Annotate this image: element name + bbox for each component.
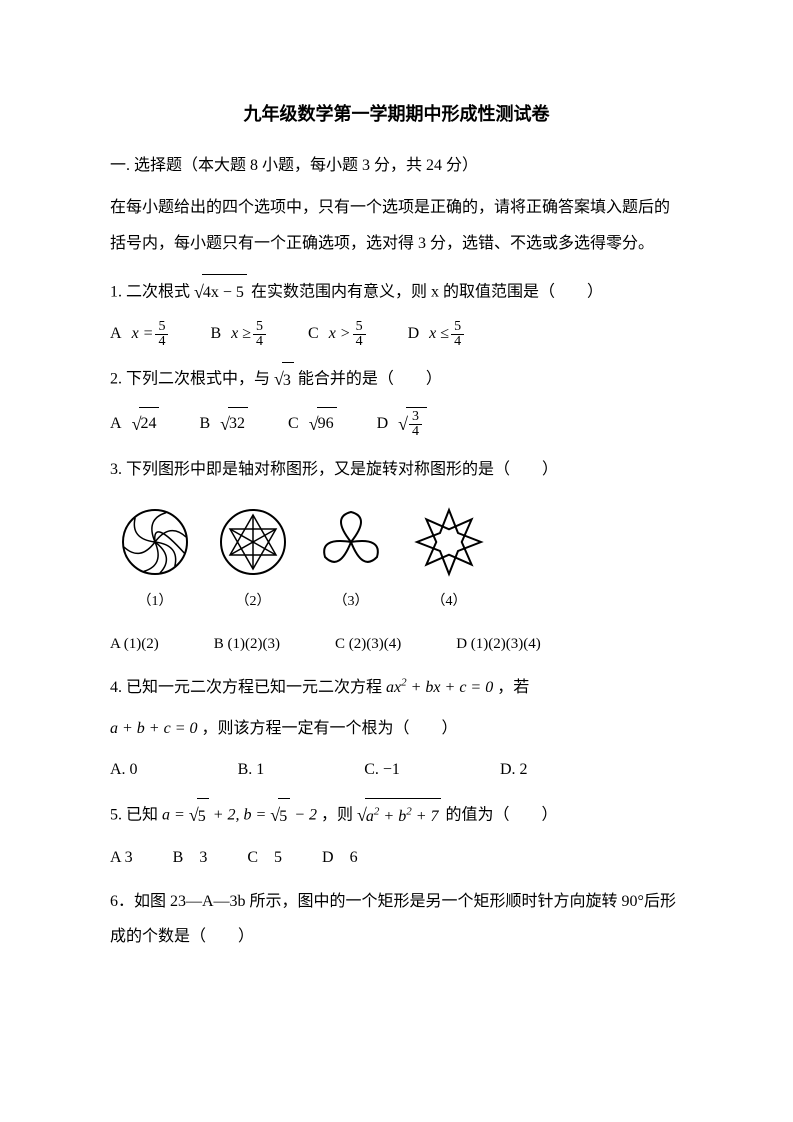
hexstar-icon [218,507,288,577]
question-6: 6．如图 23—A—3b 所示，图中的一个矩形是另一个矩形顺时针方向旋转 90°… [110,884,683,954]
q1-sqrt: √4x − 5 [194,273,247,313]
question-2: 2. 下列二次根式中，与 √3 能合并的是（ ） [110,360,683,400]
q2-opt-a: A √24 [110,406,159,442]
q1-opt-b: B x ≥ 54 [210,318,268,350]
q4-post2: ，则该方程一定有一个根为（ ） [202,720,458,737]
question-1: 1. 二次根式 √4x − 5 在实数范围内有意义，则 x 的取值范围是（ ） [110,273,683,313]
q1-options: A x = 54 B x ≥ 54 C x > 54 D x ≤ 54 [110,318,683,350]
page-title: 九年级数学第一学期期中形成性测试卷 [110,100,683,129]
question-3: 3. 下列图形中即是轴对称图形，又是旋转对称图形的是（ ） [110,452,683,487]
q1-d-expr: x ≤ [429,318,449,350]
figure-3-label: （3） [334,591,369,613]
q5-opt-c: C 5 [247,842,282,874]
q1-opt-d: D x ≤ 54 [408,318,466,350]
q3-opt-c: C (2)(3)(4) [335,632,401,656]
q2-post: 能合并的是（ ） [298,371,442,388]
figure-4-label: （4） [432,591,467,613]
frac-num: 5 [353,320,366,335]
figure-3: （3） [316,507,386,613]
q3-opt-b: B (1)(2)(3) [214,632,280,656]
q1-sqrt-arg: 4x − 5 [202,274,247,310]
q3-figures: （1） （2） （3） [120,507,683,613]
q2-d-label: D [377,408,389,440]
q5-post: 的值为（ ） [445,806,557,823]
figure-1: （1） [120,507,190,613]
figure-2-label: （2） [236,591,271,613]
frac-den: 4 [451,335,464,349]
section-header: 一. 选择题（本大题 8 小题，每小题 3 分，共 24 分） [110,153,683,179]
q4-opt-c: C. −1 [364,754,400,786]
q1-b-expr: x ≥ [231,318,251,350]
q1-a-label: A [110,318,122,350]
q2-opt-c: C √96 [288,406,337,442]
q5-opt-b: B 3 [173,842,208,874]
q2-b-val: 32 [228,407,248,440]
q3-options: A (1)(2) B (1)(2)(3) C (2)(3)(4) D (1)(2… [110,632,683,656]
frac-num: 3 [409,410,422,425]
q2-a-label: A [110,408,122,440]
q1-c-label: C [308,318,319,350]
q5-opt-d: D 6 [322,842,358,874]
q4-eq2: a + b + c = 0 [110,720,198,737]
figure-2: （2） [218,507,288,613]
trefoil-icon [316,507,386,577]
q1-d-label: D [408,318,420,350]
q2-sqrt-arg: 3 [282,362,294,398]
q4-options: A. 0 B. 1 C. −1 D. 2 [110,754,683,786]
q1-a-expr: x = [132,318,154,350]
frac-den: 4 [155,335,168,349]
pinwheel-icon [120,507,190,577]
q1-opt-a: A x = 54 [110,318,170,350]
q5-pre: 5. 已知 [110,806,158,823]
q2-c-label: C [288,408,299,440]
frac-den: 4 [353,335,366,349]
q4-opt-d: D. 2 [500,754,528,786]
q1-opt-c: C x > 54 [308,318,368,350]
q4-pre: 4. 已知一元二次方程已知一元二次方程 [110,679,382,696]
q2-c-val: 96 [317,407,337,440]
q2-pre: 2. 下列二次根式中，与 [110,371,270,388]
q2-sqrt: √3 [274,360,294,400]
q2-b-label: B [199,408,210,440]
q5-opt-a: A 3 [110,842,133,874]
q2-options: A √24 B √32 C √96 D √34 [110,406,683,442]
q4-opt-b: B. 1 [238,754,265,786]
frac-num: 5 [451,320,464,335]
q2-a-val: 24 [139,407,159,440]
instructions: 在每小题给出的四个选项中，只有一个选项是正确的，请将正确答案填入题后的括号内，每… [110,190,683,260]
q3-opt-a: A (1)(2) [110,632,159,656]
q5-mid: ，则 [321,806,353,823]
q1-post: 在实数范围内有意义，则 x 的取值范围是（ ） [251,283,603,300]
question-4-line1: 4. 已知一元二次方程已知一元二次方程 ax2 + bx + c = 0 ，若 [110,670,683,705]
q4-post: ，若 [497,679,529,696]
question-5: 5. 已知 a = √5 + 2, b = √5 − 2 ，则 √a2 + b2… [110,796,683,836]
figure-1-label: （1） [138,591,173,613]
question-4-line2: a + b + c = 0 ，则该方程一定有一个根为（ ） [110,711,683,746]
figure-4: （4） [414,507,484,613]
frac-num: 5 [155,320,168,335]
q1-c-expr: x > [329,318,351,350]
q2-opt-d: D √34 [377,406,427,442]
q5-options: A 3 B 3 C 5 D 6 [110,842,683,874]
q2-opt-b: B √32 [199,406,248,442]
star8-icon [414,507,484,577]
q1-pre: 1. 二次根式 [110,283,190,300]
q1-b-label: B [210,318,221,350]
frac-num: 5 [253,320,266,335]
frac-den: 4 [409,425,422,439]
q3-opt-d: D (1)(2)(3)(4) [456,632,541,656]
frac-den: 4 [253,335,266,349]
q4-opt-a: A. 0 [110,754,138,786]
